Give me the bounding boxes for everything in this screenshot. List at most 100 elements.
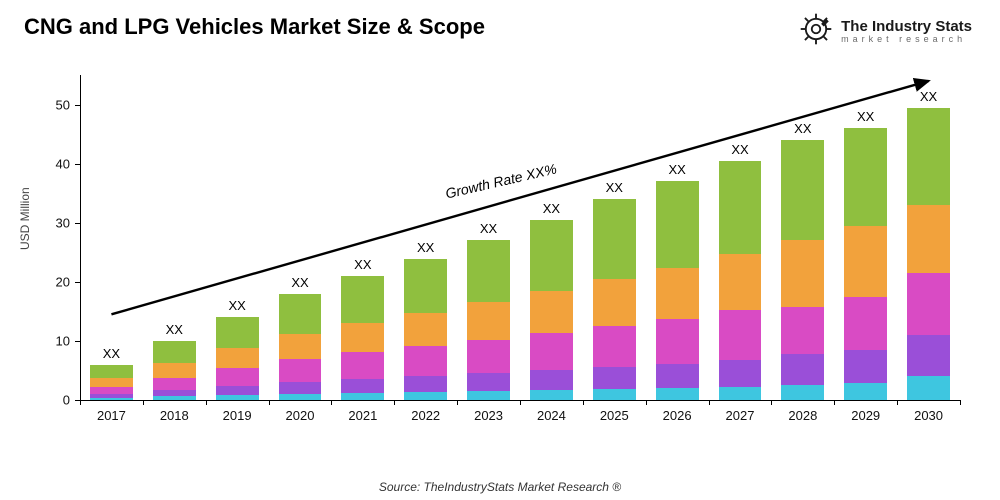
x-tick-mark <box>960 400 961 405</box>
bar-top-label: XX <box>216 298 259 313</box>
bar-segment <box>844 128 887 226</box>
x-tick-label: 2020 <box>286 408 315 423</box>
x-tick-label: 2026 <box>663 408 692 423</box>
bar-segment <box>530 291 573 333</box>
x-tick-label: 2024 <box>537 408 566 423</box>
bar-segment <box>719 161 762 254</box>
bar-top-label: XX <box>341 257 384 272</box>
bar-segment <box>844 383 887 400</box>
bar-top-label: XX <box>404 240 447 255</box>
bar-segment <box>907 273 950 335</box>
bar-top-label: XX <box>719 142 762 157</box>
bar-segment <box>216 386 259 395</box>
bar-segment <box>656 268 699 319</box>
bar-segment <box>719 387 762 400</box>
bar-segment <box>153 396 196 400</box>
bar-segment <box>781 385 824 400</box>
bar-group: XX <box>216 317 259 400</box>
bar-group: XX <box>467 240 510 400</box>
bar-segment <box>90 387 133 394</box>
bar-segment <box>216 348 259 368</box>
bar-segment <box>719 310 762 360</box>
bar-segment <box>216 368 259 386</box>
bar-segment <box>467 340 510 373</box>
bar-group: XX <box>781 140 824 400</box>
bar-segment <box>153 363 196 378</box>
bar-group: XX <box>341 276 384 400</box>
bar-segment <box>279 394 322 400</box>
bar-segment <box>656 319 699 364</box>
bar-group: XX <box>90 365 133 400</box>
bar-segment <box>781 140 824 240</box>
y-tick-label: 30 <box>56 215 80 230</box>
bar-segment <box>216 317 259 348</box>
bar-group: XX <box>656 181 699 400</box>
bar-segment <box>656 364 699 388</box>
bar-segment <box>907 335 950 376</box>
bar-segment <box>907 205 950 273</box>
bar-group: XX <box>593 199 636 400</box>
bar-segment <box>404 259 447 313</box>
bar-segment <box>90 398 133 400</box>
bar-segment <box>844 350 887 383</box>
bar-top-label: XX <box>844 109 887 124</box>
bar-top-label: XX <box>907 89 950 104</box>
bar-segment <box>404 313 447 346</box>
bar-segment <box>279 382 322 394</box>
bar-group: XX <box>907 108 950 400</box>
x-tick-mark <box>583 400 584 405</box>
source-caption: Source: TheIndustryStats Market Research… <box>0 480 1000 494</box>
x-tick-mark <box>269 400 270 405</box>
bar-group: XX <box>404 259 447 400</box>
y-axis-label: USD Million <box>18 187 32 250</box>
bar-segment <box>593 389 636 400</box>
bar-segment <box>90 365 133 378</box>
axes-layer: 0102030405020172018201920202021202220232… <box>80 70 960 440</box>
x-tick-label: 2027 <box>726 408 755 423</box>
x-tick-mark <box>394 400 395 405</box>
bar-top-label: XX <box>656 162 699 177</box>
bar-segment <box>404 376 447 392</box>
bar-segment <box>279 294 322 334</box>
bar-segment <box>593 199 636 279</box>
x-tick-label: 2030 <box>914 408 943 423</box>
bar-segment <box>656 181 699 268</box>
bar-group: XX <box>279 294 322 400</box>
bar-segment <box>907 108 950 206</box>
bar-segment <box>153 341 196 363</box>
bar-segment <box>781 240 824 307</box>
bar-segment <box>593 326 636 367</box>
x-tick-label: 2017 <box>97 408 126 423</box>
bar-segment <box>844 297 887 350</box>
gear-icon <box>799 12 833 51</box>
x-tick-mark <box>143 400 144 405</box>
bar-top-label: XX <box>153 322 196 337</box>
chart-plot-area: 0102030405020172018201920202021202220232… <box>80 70 960 440</box>
x-tick-mark <box>834 400 835 405</box>
bar-group: XX <box>153 341 196 400</box>
bar-segment <box>907 376 950 400</box>
bar-segment <box>279 359 322 382</box>
x-tick-label: 2025 <box>600 408 629 423</box>
chart-title: CNG and LPG Vehicles Market Size & Scope <box>24 14 485 40</box>
bar-segment <box>719 254 762 310</box>
y-tick-label: 50 <box>56 97 80 112</box>
bar-top-label: XX <box>90 346 133 361</box>
x-tick-mark <box>80 400 81 405</box>
bar-segment <box>656 388 699 400</box>
bar-segment <box>467 240 510 301</box>
bar-top-label: XX <box>593 180 636 195</box>
bar-segment <box>530 220 573 291</box>
bar-top-label: XX <box>467 221 510 236</box>
x-tick-mark <box>520 400 521 405</box>
bar-top-label: XX <box>530 201 573 216</box>
bar-segment <box>781 307 824 354</box>
x-tick-mark <box>709 400 710 405</box>
bar-segment <box>216 395 259 400</box>
logo-main-text: The Industry Stats <box>841 19 972 35</box>
bar-segment <box>404 392 447 400</box>
bar-group: XX <box>844 128 887 400</box>
bar-segment <box>593 367 636 389</box>
x-tick-label: 2029 <box>851 408 880 423</box>
brand-logo: The Industry Stats market research <box>799 12 972 51</box>
